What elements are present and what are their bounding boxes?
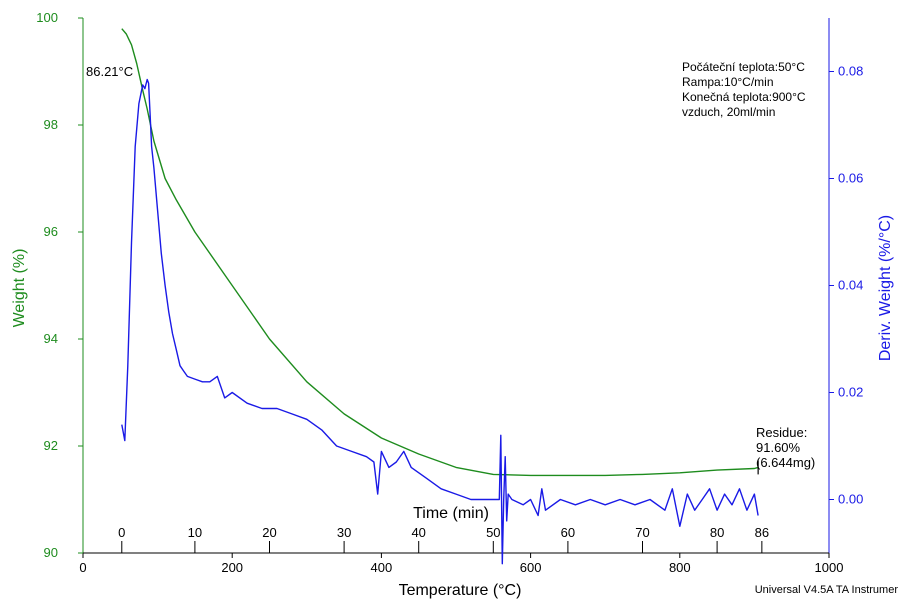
- weight-line: [121, 28, 759, 477]
- series-layer: [121, 28, 759, 565]
- y-tick-label-left: 90: [44, 545, 58, 560]
- x-tick-label: 600: [520, 560, 542, 575]
- x-tick-label: 0: [79, 560, 86, 575]
- residue-title: Residue:: [756, 425, 807, 440]
- time-tick-label: 60: [561, 525, 575, 540]
- time-tick-label: 0: [118, 525, 125, 540]
- time-tick-label: 70: [635, 525, 649, 540]
- deriv-weight-line: [121, 78, 759, 565]
- time-tick-label: 86: [755, 525, 769, 540]
- condition-end-temp: Konečná teplota:900°C: [682, 90, 806, 104]
- condition-start-temp: Počáteční teplota:50°C: [682, 60, 805, 74]
- y-tick-label-right: 0.02: [838, 385, 863, 400]
- y-tick-label-right: 0.04: [838, 278, 863, 293]
- residue-annotation: Residue: 91.60% (6.644mg): [756, 425, 815, 470]
- x-axis-label: Temperature (°C): [399, 582, 522, 599]
- y-tick-label-right: 0.06: [838, 171, 863, 186]
- y-tick-label-left: 100: [36, 10, 58, 25]
- time-axis-label: Time (min): [413, 505, 489, 522]
- time-tick-label: 80: [710, 525, 724, 540]
- y-tick-label-left: 94: [44, 331, 58, 346]
- time-tick-label: 40: [411, 525, 425, 540]
- y-tick-label-right: 0.08: [838, 64, 863, 79]
- conditions-box: Počáteční teplota:50°C Rampa:10°C/min Ko…: [682, 60, 806, 119]
- residue-percent: 91.60%: [756, 440, 801, 455]
- residue-mass: (6.644mg): [756, 455, 815, 470]
- peak-annotation: 86.21°C: [86, 64, 133, 79]
- x-tick-label: 1000: [815, 560, 844, 575]
- time-tick-label: 50: [486, 525, 500, 540]
- y-tick-label-left: 92: [44, 438, 58, 453]
- footer-instrument: Universal V4.5A TA Instrumer: [755, 584, 899, 596]
- x-tick-label: 200: [221, 560, 243, 575]
- y-tick-label-left: 98: [44, 117, 58, 132]
- y-tick-label-left: 96: [44, 224, 58, 239]
- axis-ticks: [78, 17, 834, 558]
- condition-ramp: Rampa:10°C/min: [682, 75, 774, 89]
- time-tick-label: 10: [188, 525, 202, 540]
- x-tick-label: 800: [669, 560, 691, 575]
- condition-atmosphere: vzduch, 20ml/min: [682, 105, 775, 119]
- time-tick-label: 30: [337, 525, 351, 540]
- tick-labels: 0 200 400 600 800 100090929496981000.000.020.…: [36, 10, 863, 575]
- time-tick-label: 20: [262, 525, 276, 540]
- y-axis-label-right: Deriv. Weight (%/°C): [877, 215, 894, 361]
- y-axis-label-left: Weight (%): [11, 249, 28, 328]
- x-tick-label: 400: [371, 560, 393, 575]
- y-tick-label-right: 0.00: [838, 492, 863, 507]
